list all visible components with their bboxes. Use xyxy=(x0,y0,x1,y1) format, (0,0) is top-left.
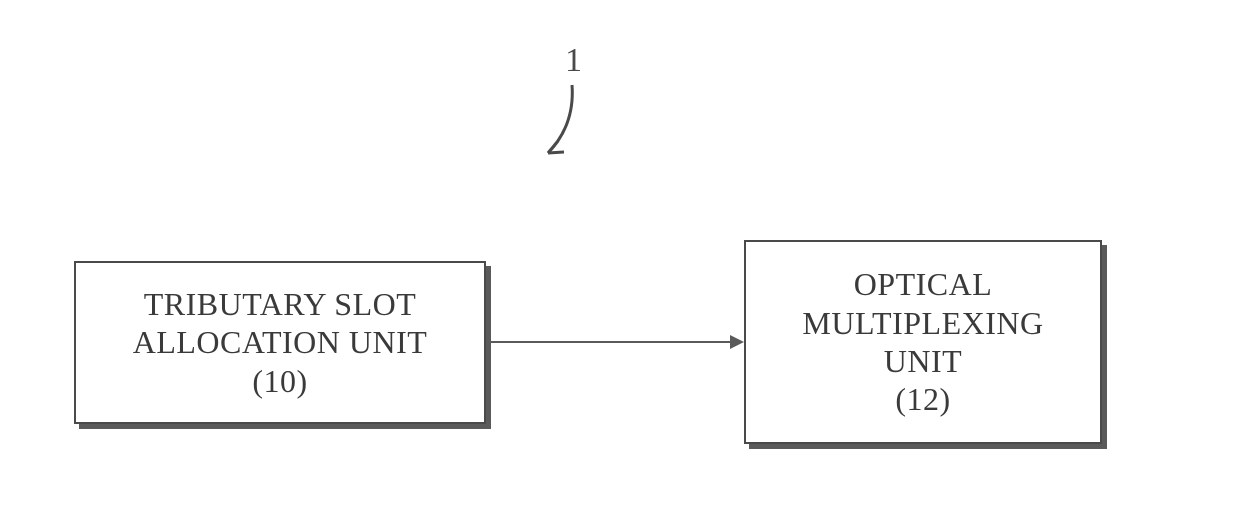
block-text-line: OPTICAL xyxy=(854,265,993,303)
reference-arrow-icon xyxy=(520,75,600,175)
connector-arrow-icon xyxy=(486,330,746,354)
block-text-line: TRIBUTARY SLOT xyxy=(144,285,417,323)
block-text-line: (10) xyxy=(252,362,307,400)
optical-multiplexing-unit-block: OPTICAL MULTIPLEXING UNIT (12) xyxy=(744,240,1102,444)
block-text-line: UNIT xyxy=(884,342,962,380)
diagram-container: 1 TRIBUTARY SLOT ALLOCATION UNIT (10) OP… xyxy=(0,0,1238,526)
tributary-slot-allocation-unit-block: TRIBUTARY SLOT ALLOCATION UNIT (10) xyxy=(74,261,486,424)
block-text-line: MULTIPLEXING xyxy=(802,304,1043,342)
block-text-line: (12) xyxy=(895,380,950,418)
block-text-line: ALLOCATION UNIT xyxy=(133,323,428,361)
